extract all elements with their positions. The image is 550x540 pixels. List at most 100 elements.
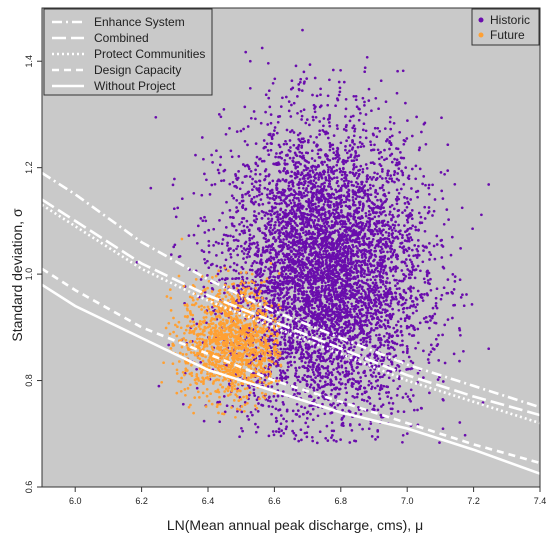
data-point xyxy=(355,297,358,301)
data-point xyxy=(347,370,350,374)
data-point xyxy=(461,293,464,297)
data-point xyxy=(417,244,420,248)
data-point xyxy=(285,322,289,326)
data-point xyxy=(363,225,367,228)
data-point xyxy=(363,193,367,197)
data-point xyxy=(306,140,310,144)
data-point xyxy=(411,224,415,228)
data-point xyxy=(248,194,251,197)
data-point xyxy=(302,169,306,172)
data-point xyxy=(403,202,407,205)
data-point xyxy=(298,313,302,317)
data-point xyxy=(387,191,391,195)
data-point xyxy=(277,427,281,431)
data-point xyxy=(229,255,233,259)
data-point xyxy=(157,384,161,388)
data-point xyxy=(246,414,249,418)
data-point xyxy=(332,172,335,176)
data-point xyxy=(336,403,340,407)
data-point xyxy=(366,188,370,192)
data-point xyxy=(359,362,363,366)
data-point xyxy=(323,208,326,211)
data-point xyxy=(327,233,331,237)
data-point xyxy=(377,336,381,340)
data-point xyxy=(366,309,370,312)
data-point xyxy=(326,94,330,98)
data-point xyxy=(270,412,273,416)
data-point xyxy=(297,292,300,296)
data-point xyxy=(408,306,412,309)
data-point xyxy=(331,302,334,306)
data-point xyxy=(271,191,274,194)
data-point xyxy=(370,240,374,244)
data-point xyxy=(346,156,350,160)
data-point xyxy=(349,274,352,277)
data-point xyxy=(234,228,238,232)
data-point xyxy=(362,185,365,189)
data-point xyxy=(332,134,336,137)
data-point xyxy=(317,204,320,208)
data-point xyxy=(286,291,290,295)
data-point xyxy=(397,308,401,312)
data-point xyxy=(356,323,359,326)
data-point xyxy=(335,239,338,243)
data-point xyxy=(369,381,373,385)
data-point xyxy=(383,158,386,162)
data-point xyxy=(346,212,350,215)
data-point xyxy=(382,300,386,303)
data-point xyxy=(304,421,308,425)
data-point xyxy=(296,378,300,382)
data-point xyxy=(411,394,415,397)
data-point xyxy=(316,188,319,192)
data-point xyxy=(243,175,247,178)
data-point xyxy=(427,353,431,356)
data-point xyxy=(361,252,365,256)
data-point xyxy=(386,173,389,177)
data-point xyxy=(289,87,293,91)
data-point xyxy=(199,360,203,364)
data-point xyxy=(272,275,275,279)
data-point xyxy=(318,133,321,136)
data-point xyxy=(352,326,356,330)
data-point xyxy=(300,324,304,328)
data-point xyxy=(387,231,391,235)
data-point xyxy=(350,304,354,308)
data-point xyxy=(321,355,325,359)
data-point xyxy=(253,260,256,263)
data-point xyxy=(407,202,411,206)
data-point xyxy=(293,392,296,396)
data-point xyxy=(446,278,450,281)
data-point xyxy=(333,348,336,352)
data-point xyxy=(268,197,272,200)
data-point xyxy=(274,420,278,423)
data-point xyxy=(310,378,314,382)
data-point xyxy=(274,407,278,411)
data-point xyxy=(285,226,288,230)
data-point xyxy=(290,205,294,209)
data-point xyxy=(323,291,327,295)
data-point xyxy=(241,163,245,166)
data-point xyxy=(346,233,350,237)
data-point xyxy=(270,328,274,332)
data-point xyxy=(408,332,411,336)
data-point xyxy=(399,151,402,154)
data-point xyxy=(381,233,385,237)
data-point xyxy=(274,360,278,363)
data-point xyxy=(406,347,409,351)
data-point xyxy=(378,397,382,401)
data-point xyxy=(375,266,379,270)
data-point xyxy=(295,350,299,354)
data-point xyxy=(378,129,382,133)
data-point xyxy=(279,347,283,351)
data-point xyxy=(395,202,399,206)
data-point xyxy=(357,371,360,375)
data-point xyxy=(362,144,366,148)
data-point xyxy=(423,293,426,296)
data-point xyxy=(318,321,321,324)
data-point xyxy=(257,287,261,290)
data-point xyxy=(169,253,173,256)
data-point xyxy=(374,326,378,330)
data-point xyxy=(341,371,345,374)
data-point xyxy=(281,275,284,278)
data-point xyxy=(248,59,252,63)
